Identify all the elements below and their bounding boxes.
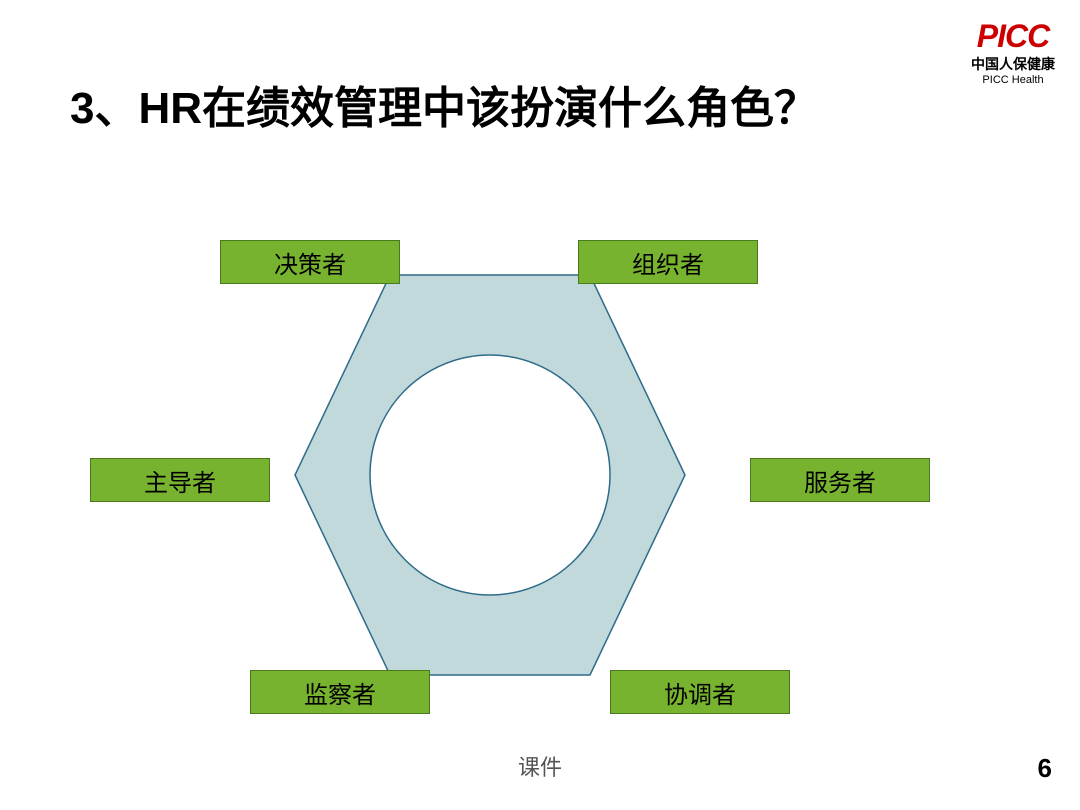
logo-cn: 中国人保健康 [971,54,1055,74]
role-box-4: 监察者 [250,670,430,714]
logo-en: PICC Health [971,74,1055,86]
logo: PICC 中国人保健康 PICC Health [971,20,1055,86]
role-box-0: 决策者 [220,240,400,284]
footer-label: 课件 [518,750,562,782]
slide-title: 3、HR在绩效管理中该扮演什么角色？ [70,72,818,136]
page-number: 6 [1038,753,1052,784]
logo-brand: PICC [971,20,1055,52]
role-box-5: 协调者 [610,670,790,714]
role-box-2: 主导者 [90,458,270,502]
role-box-1: 组织者 [578,240,758,284]
role-box-3: 服务者 [750,458,930,502]
hexagon-diagram: 决策者 组织者主导者 服务者监察者 协调者 [90,240,990,720]
hexagon-shape [290,265,690,685]
